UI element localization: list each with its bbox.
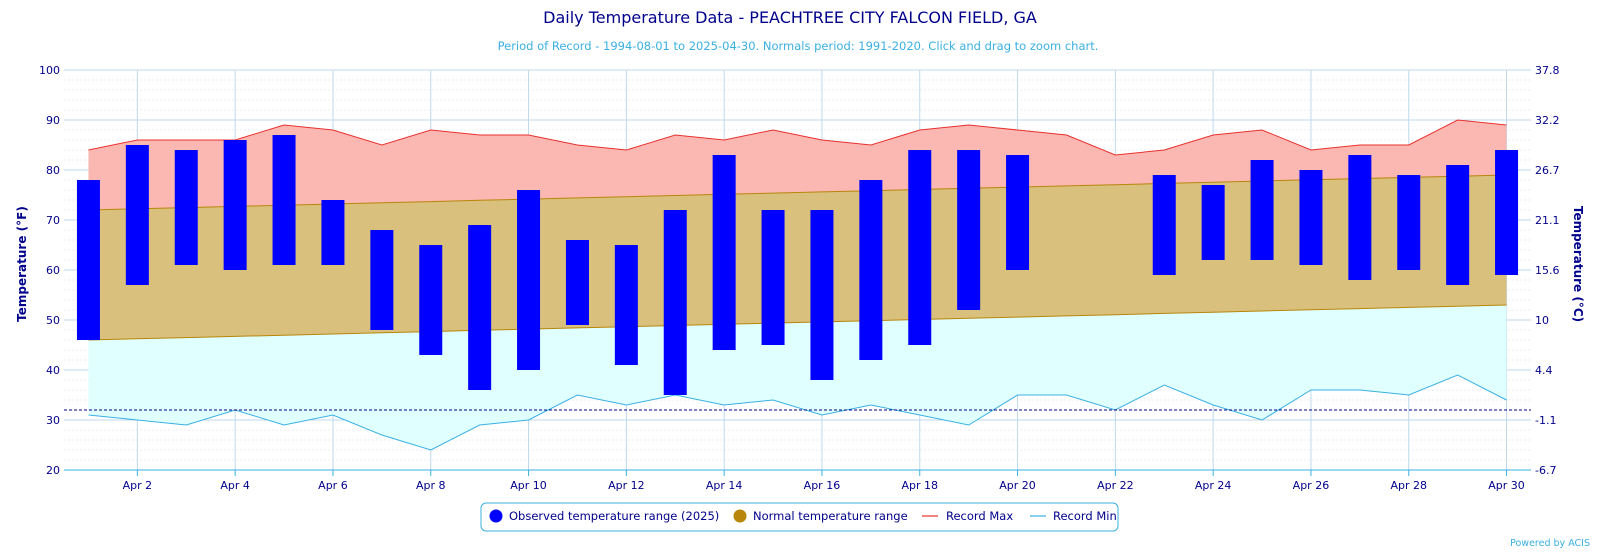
credit-link[interactable]: Powered by ACIS [1510, 538, 1590, 549]
observed-bar[interactable] [1299, 170, 1323, 265]
y-axis-title-right: Temperature (°C) [1571, 206, 1585, 322]
observed-bar[interactable] [1397, 175, 1421, 270]
legend[interactable]: Observed temperature range (2025) Normal… [480, 502, 1119, 532]
normal-low-line [88, 304, 1507, 341]
axes: 20 -6.7 30 -1.1 40 4.4 50 10 60 15.6 70 21.1 80 26.7 9… [39, 64, 1560, 492]
x-tick-label: Apr 14 [706, 479, 743, 492]
x-tick-label: Apr 24 [1195, 479, 1232, 492]
observed-bar[interactable] [174, 150, 198, 265]
y-axis-title-left: Temperature (°F) [15, 206, 29, 322]
y-tick-label-right: 21.1 [1535, 214, 1560, 227]
record-max-line [88, 119, 1507, 156]
observed-bar[interactable] [908, 150, 932, 345]
x-tick-label: Apr 8 [416, 479, 446, 492]
observed-bar[interactable] [1250, 160, 1274, 260]
y-tick-label-right: 32.2 [1535, 114, 1560, 127]
legend-record-max-label: Record Max [946, 509, 1013, 523]
legend-observed-marker [489, 509, 503, 523]
chart-title: Daily Temperature Data - PEACHTREE CITY … [543, 8, 1037, 27]
observed-bar[interactable] [859, 180, 883, 360]
observed-bar[interactable] [810, 210, 834, 380]
x-tick-label: Apr 30 [1488, 479, 1525, 492]
observed-bar[interactable] [1152, 175, 1176, 275]
legend-item-observed[interactable]: Observed temperature range (2025) [489, 509, 720, 523]
x-tick-label: Apr 6 [318, 479, 348, 492]
record-min-line [88, 374, 1507, 451]
legend-record-min-label: Record Min [1053, 509, 1117, 523]
y-tick-label-left: 100 [39, 64, 60, 77]
y-tick-label-right: 26.7 [1535, 164, 1560, 177]
observed-bar[interactable] [76, 180, 100, 340]
x-tick-label: Apr 20 [999, 479, 1036, 492]
legend-observed-label: Observed temperature range (2025) [509, 509, 719, 523]
y-tick-label-left: 30 [46, 414, 60, 427]
y-tick-label-left: 50 [46, 314, 60, 327]
x-tick-label: Apr 16 [804, 479, 841, 492]
observed-bars[interactable] [76, 135, 1519, 395]
observed-bar[interactable] [370, 230, 394, 330]
observed-bar[interactable] [663, 210, 687, 395]
observed-bar[interactable] [957, 150, 981, 310]
y-tick-label-left: 80 [46, 164, 60, 177]
observed-bar[interactable] [321, 200, 345, 265]
observed-bar[interactable] [517, 190, 541, 370]
y-tick-label-left: 60 [46, 264, 60, 277]
y-tick-label-left: 90 [46, 114, 60, 127]
observed-bar[interactable] [1348, 155, 1372, 280]
legend-item-record-min[interactable]: Record Min [1030, 509, 1117, 523]
observed-bar[interactable] [614, 245, 638, 365]
x-tick-label: Apr 12 [608, 479, 645, 492]
record-max-band [88, 120, 1507, 210]
y-tick-label-right: 10 [1535, 314, 1549, 327]
observed-bar[interactable] [565, 240, 589, 325]
observed-bar[interactable] [1495, 150, 1519, 275]
y-tick-label-left: 40 [46, 364, 60, 377]
legend-normal-label: Normal temperature range [753, 509, 908, 523]
observed-bar[interactable] [223, 140, 247, 270]
y-tick-label-left: 70 [46, 214, 60, 227]
y-tick-label-right: 37.8 [1535, 64, 1560, 77]
y-tick-label-right: -6.7 [1535, 464, 1556, 477]
legend-item-normal[interactable]: Normal temperature range [733, 509, 908, 523]
observed-bar[interactable] [1006, 155, 1030, 270]
x-tick-label: Apr 26 [1293, 479, 1330, 492]
y-tick-label-right: 4.4 [1535, 364, 1553, 377]
observed-bar[interactable] [1201, 185, 1225, 260]
y-tick-label-right: 15.6 [1535, 264, 1560, 277]
observed-bar[interactable] [761, 210, 785, 345]
observed-bar[interactable] [419, 245, 443, 355]
observed-bar[interactable] [468, 225, 492, 390]
x-tick-label: Apr 4 [220, 479, 250, 492]
observed-bar[interactable] [125, 145, 149, 285]
y-tick-label-left: 20 [46, 464, 60, 477]
legend-normal-marker [733, 509, 747, 523]
x-tick-label: Apr 2 [123, 479, 153, 492]
legend-box [480, 502, 1119, 532]
x-tick-label: Apr 10 [510, 479, 547, 492]
x-tick-label: Apr 18 [901, 479, 938, 492]
legend-item-record-max[interactable]: Record Max [922, 509, 1013, 523]
y-tick-label-right: -1.1 [1535, 414, 1556, 427]
record-lines [64, 119, 1531, 451]
x-tick-label: Apr 22 [1097, 479, 1134, 492]
range-areas [88, 120, 1507, 450]
x-tick-label: Apr 28 [1390, 479, 1427, 492]
observed-bar[interactable] [712, 155, 736, 350]
record-min-band [88, 305, 1507, 450]
observed-bar[interactable] [1446, 165, 1470, 285]
observed-bar[interactable] [272, 135, 296, 265]
normal-range-band [88, 175, 1507, 340]
chart-subtitle: Period of Record - 1994-08-01 to 2025-04… [498, 39, 1099, 53]
